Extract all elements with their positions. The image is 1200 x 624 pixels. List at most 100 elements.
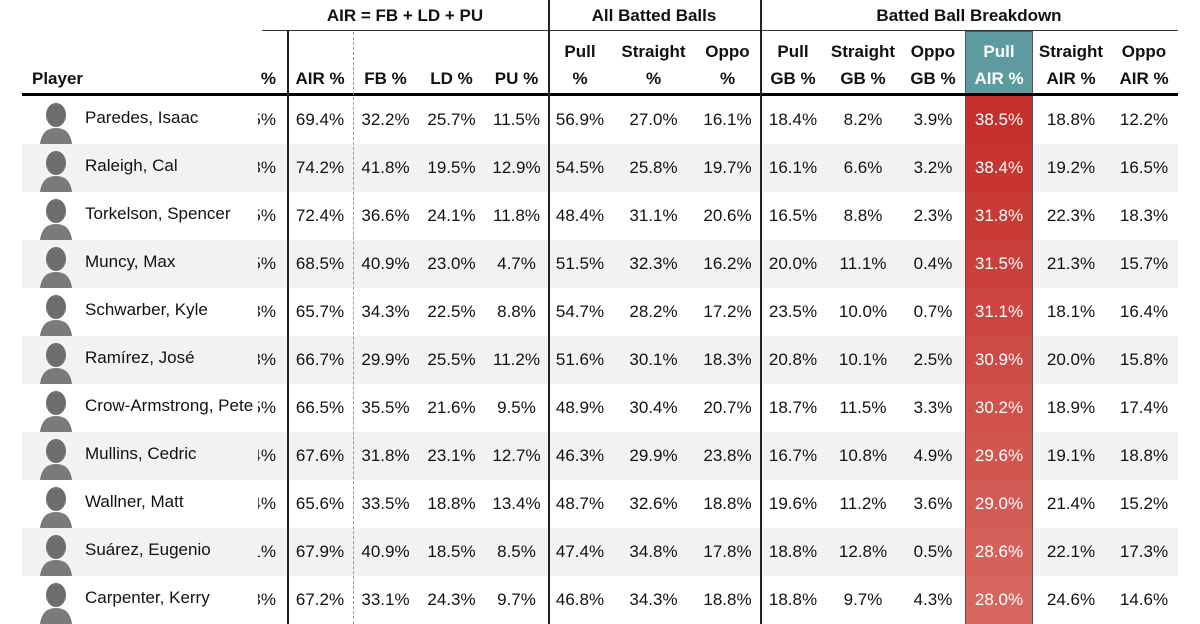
player-avatar <box>40 295 72 336</box>
cell-value: 46.3% <box>555 446 605 465</box>
cell-value: 8.2% <box>843 110 883 129</box>
name-cell: Paredes, Isaac <box>85 96 255 144</box>
player-avatar <box>40 343 72 384</box>
cell-value: 10.8% <box>838 446 888 465</box>
cell-value: 28.6% <box>974 542 1024 561</box>
cell-value: 0.7% <box>913 302 953 321</box>
player-name: Mullins, Cedric <box>85 444 197 463</box>
name-cell: Ramírez, José <box>85 336 255 384</box>
clipped-cell: 5% <box>258 192 287 240</box>
cell-value: 17.8% <box>703 542 752 561</box>
highlight-cell <box>966 96 1032 144</box>
cell-value: 25.7% <box>427 110 476 129</box>
cell-value: 23.1% <box>427 446 476 465</box>
cell-value: 5% <box>258 398 276 417</box>
highlight-cell <box>966 576 1032 624</box>
header-rule <box>22 93 1178 96</box>
cell-value: 12.7% <box>492 446 541 465</box>
cell-value: 16.4% <box>1119 302 1169 321</box>
player-avatar <box>40 535 72 576</box>
cell-value: 28.2% <box>629 302 678 321</box>
name-cell: Carpenter, Kerry <box>85 576 255 624</box>
cell-value: 24.1% <box>427 206 476 225</box>
highlight-header <box>966 32 1032 94</box>
cell-value: 10.1% <box>838 350 888 369</box>
clipped-cell: 3% <box>258 144 287 192</box>
cell-value: 10.0% <box>838 302 888 321</box>
cell-value: 4.7% <box>497 254 536 273</box>
cell-value: 22.5% <box>427 302 476 321</box>
highlight-cell <box>966 144 1032 192</box>
cell-value: 31.8% <box>974 206 1024 225</box>
cell-value: 40.9% <box>361 254 410 273</box>
cell-value: 16.5% <box>768 206 818 225</box>
cell-value: 25.5% <box>427 350 476 369</box>
cell-value: 6.6% <box>843 158 883 177</box>
cell-value: 16.5% <box>1119 158 1169 177</box>
column-header: % <box>645 69 662 88</box>
clipped-cell: 5% <box>258 240 287 288</box>
name-cell: Wallner, Matt <box>85 480 255 528</box>
player-name: Carpenter, Kerry <box>85 588 210 607</box>
clipped-cell: 3% <box>258 336 287 384</box>
cell-value: 8.8% <box>843 206 883 225</box>
cell-value: 25.8% <box>629 158 678 177</box>
cell-value: 30.9% <box>974 350 1024 369</box>
clipped-cell: 5% <box>258 96 287 144</box>
cell-value: 72.4% <box>295 206 345 225</box>
cell-value: 66.5% <box>295 398 345 417</box>
cell-value: 68.5% <box>295 254 345 273</box>
cell-value: 31.1% <box>629 206 678 225</box>
cell-value: 4.9% <box>913 446 953 465</box>
player-name: Raleigh, Cal <box>85 156 178 175</box>
cell-value: 9.7% <box>497 590 536 609</box>
cell-value: 3.6% <box>913 494 953 513</box>
cell-value: 17.2% <box>703 302 752 321</box>
cell-value: 33.5% <box>361 494 410 513</box>
cell-value: 19.6% <box>768 494 818 513</box>
clipped-cell: 5% <box>258 384 287 432</box>
column-header: % <box>260 69 276 88</box>
cell-value: 32.3% <box>629 254 678 273</box>
highlight-cell <box>966 336 1032 384</box>
cell-value: 5% <box>258 206 276 225</box>
player-avatar <box>40 391 72 432</box>
cell-value: 20.0% <box>1046 350 1096 369</box>
player-avatar <box>40 151 72 192</box>
column-header: Straight <box>621 42 686 61</box>
clipped-cell: 4% <box>258 480 287 528</box>
player-name: Ramírez, José <box>85 348 195 367</box>
clipped-cell: 1% <box>258 528 287 576</box>
column-header: FB % <box>364 69 407 88</box>
cell-value: 4% <box>258 446 276 465</box>
cell-value: 46.8% <box>555 590 605 609</box>
column-divider <box>760 0 762 624</box>
highlight-cell <box>966 384 1032 432</box>
cell-value: 3% <box>258 350 276 369</box>
cell-value: 18.8% <box>427 494 476 513</box>
cell-value: 30.1% <box>629 350 678 369</box>
cell-value: 18.7% <box>768 398 818 417</box>
cell-value: 48.9% <box>555 398 605 417</box>
cell-value: 17.4% <box>1119 398 1169 417</box>
cell-value: 41.8% <box>361 158 410 177</box>
cell-value: 18.8% <box>768 542 818 561</box>
cell-value: 74.2% <box>295 158 345 177</box>
column-header: Oppo <box>1121 42 1167 61</box>
player-avatar <box>40 439 72 480</box>
cell-value: 22.1% <box>1046 542 1096 561</box>
cell-value: 18.3% <box>1119 206 1169 225</box>
column-header: GB % <box>910 69 956 88</box>
group-rule <box>262 30 1178 31</box>
cell-value: 15.7% <box>1119 254 1169 273</box>
highlight-cell <box>966 192 1032 240</box>
group-header: AIR = FB + LD + PU <box>326 6 484 25</box>
clipped-cell: 3% <box>258 576 287 624</box>
cell-value: 29.9% <box>361 350 410 369</box>
cell-value: 3% <box>258 590 276 609</box>
column-header: GB % <box>840 69 886 88</box>
cell-value: 11.5% <box>493 110 540 129</box>
column-header: GB % <box>770 69 816 88</box>
cell-value: 12.2% <box>1119 110 1169 129</box>
cell-value: 19.2% <box>1046 158 1096 177</box>
